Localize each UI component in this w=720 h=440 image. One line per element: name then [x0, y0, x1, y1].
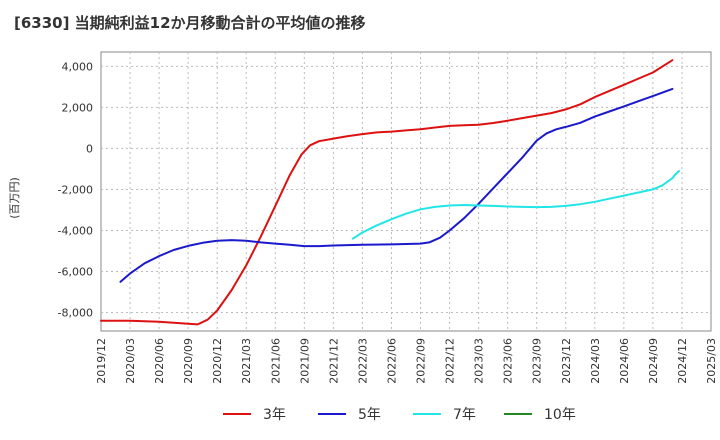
plot-area — [100, 51, 712, 332]
y-tick-label: -4,000 — [58, 224, 93, 237]
x-tick-label: 2025/03 — [705, 338, 718, 384]
series-line-5年 — [119, 87, 674, 283]
x-tick-label: 2021/06 — [269, 338, 282, 384]
x-tick-label: 2020/09 — [182, 338, 195, 384]
y-tick-label: -8,000 — [58, 307, 93, 320]
x-tick-label: 2024/06 — [618, 338, 631, 384]
legend-label: 5年 — [358, 407, 381, 423]
x-tick-label: 2023/03 — [473, 338, 486, 384]
y-tick-label: 2,000 — [62, 101, 94, 114]
plot-frame — [100, 51, 712, 332]
legend-label: 7年 — [453, 407, 476, 423]
x-tick-label: 2022/09 — [415, 338, 428, 384]
y-axis-ticks: 4,000 2,000 0 -2,000 -4,000 -6,000 -8,000 — [58, 60, 93, 319]
gridlines — [101, 52, 711, 331]
x-tick-label: 2023/12 — [560, 338, 573, 384]
x-tick-label: 2022/03 — [356, 338, 369, 384]
x-tick-label: 2021/09 — [298, 338, 311, 384]
x-tick-label: 2023/09 — [531, 338, 544, 384]
x-tick-label: 2021/03 — [240, 338, 253, 384]
x-tick-label: 2024/03 — [589, 338, 602, 384]
y-axis-label: (百万円) — [8, 177, 21, 219]
chart-title: [6330] 当期純利益12か月移動合計の平均値の推移 — [14, 14, 366, 32]
x-tick-label: 2020/12 — [211, 338, 224, 384]
x-tick-label: 2024/12 — [676, 338, 689, 384]
legend-label: 10年 — [544, 407, 576, 423]
series-lines — [100, 59, 680, 326]
x-tick-label: 2019/12 — [95, 338, 108, 384]
series-line-7年 — [351, 170, 680, 240]
x-tick-label: 2020/03 — [124, 338, 137, 384]
y-tick-label: 0 — [86, 142, 93, 155]
x-tick-label: 2023/06 — [502, 338, 515, 384]
x-tick-label: 2024/09 — [647, 338, 660, 384]
legend: 3年 5年 7年 10年 — [223, 407, 576, 423]
series-line-3年 — [100, 59, 674, 326]
y-tick-label: -2,000 — [58, 183, 93, 196]
x-tick-label: 2021/12 — [327, 338, 340, 384]
x-tick-label: 2022/12 — [444, 338, 457, 384]
legend-label: 3年 — [263, 407, 286, 423]
x-tick-label: 2020/06 — [153, 338, 166, 384]
y-tick-label: -6,000 — [58, 266, 93, 279]
y-tick-label: 4,000 — [62, 60, 94, 73]
x-tick-label: 2022/06 — [385, 338, 398, 384]
x-axis-ticks: 2019/12 2020/03 2020/06 2020/09 2020/12 2021/… — [95, 338, 718, 384]
